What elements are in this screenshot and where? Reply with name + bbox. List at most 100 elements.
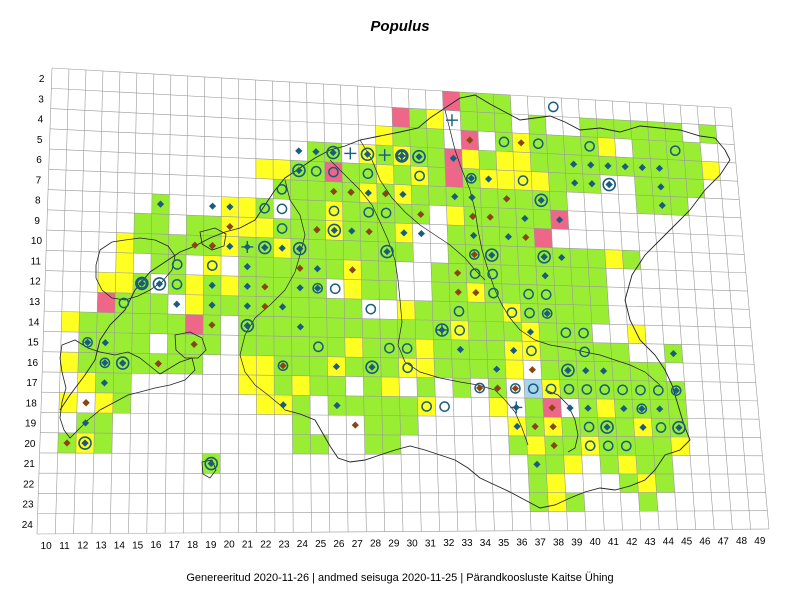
green-cell — [256, 335, 275, 356]
green-cell — [273, 257, 292, 278]
circle-marker-icon — [581, 384, 593, 395]
green-cell — [548, 172, 567, 192]
circle-marker-icon — [465, 172, 477, 184]
green-cell — [203, 215, 222, 237]
diamond-marker-icon — [466, 136, 474, 144]
circle-marker-icon — [414, 170, 425, 182]
grid-line-vertical — [374, 86, 385, 532]
green-cell — [670, 196, 689, 216]
row-label: 8 — [35, 196, 41, 207]
green-cell — [326, 259, 344, 280]
green-cell — [325, 239, 344, 260]
diamond-marker-icon — [541, 272, 549, 280]
circle-marker-icon — [560, 327, 572, 339]
yellow-cell — [522, 341, 541, 361]
row-label: 19 — [25, 419, 37, 430]
column-label: 12 — [77, 541, 89, 552]
green-cell — [528, 473, 548, 493]
circle-marker-icon — [617, 384, 628, 396]
green-cell — [520, 303, 539, 323]
diamond-marker-icon — [383, 248, 391, 256]
green-cell — [307, 180, 326, 201]
diamond-marker-icon — [468, 193, 476, 201]
lake-border — [544, 389, 579, 453]
green-cell — [517, 246, 536, 267]
yellow-cell — [502, 302, 522, 323]
green-cell — [327, 376, 346, 396]
circle-marker-icon — [620, 440, 632, 452]
circle-marker-icon — [421, 401, 432, 412]
circle-marker-icon — [561, 363, 575, 378]
green-cell — [546, 134, 565, 155]
green-cell — [619, 473, 639, 493]
green-cell — [668, 178, 688, 198]
column-label: 27 — [352, 539, 364, 550]
green-cell — [573, 304, 592, 324]
yellow-cell — [325, 200, 343, 222]
green-cell — [579, 417, 599, 437]
green-cell — [400, 415, 419, 436]
circle-marker-icon — [672, 420, 686, 435]
diamond-marker-icon — [603, 423, 611, 431]
circle-marker-icon — [534, 193, 549, 208]
green-cell — [394, 203, 413, 224]
green-cell — [416, 377, 436, 397]
circle-marker-icon — [579, 346, 591, 358]
circle-marker-icon — [541, 308, 553, 319]
circle-marker-icon — [276, 203, 288, 215]
grid-line-vertical — [55, 68, 70, 534]
southern-border — [284, 159, 731, 509]
circle-marker-icon — [152, 277, 167, 291]
green-cell — [630, 120, 649, 141]
yellow-cell — [580, 436, 600, 456]
row-label: 4 — [38, 115, 44, 126]
green-cell — [514, 189, 534, 210]
diamond-marker-icon — [382, 190, 390, 198]
diamond-marker-icon — [484, 175, 493, 183]
circle-marker-icon — [135, 276, 149, 291]
yellow-cell — [256, 394, 275, 415]
diamond-marker-icon — [566, 404, 574, 412]
diamond-marker-icon — [314, 284, 322, 292]
green-cell — [432, 301, 451, 321]
row-label: 22 — [23, 479, 35, 490]
diamond-marker-icon — [638, 405, 646, 413]
green-cell — [428, 185, 447, 206]
circle-marker-icon — [439, 401, 450, 412]
yellow-cell — [415, 339, 435, 359]
green-cell — [255, 198, 274, 219]
diamond-marker-icon — [672, 387, 680, 395]
green-cell — [555, 304, 575, 324]
circle-marker-icon — [380, 244, 394, 259]
column-label: 49 — [754, 536, 766, 547]
grid-layer — [36, 67, 770, 535]
green-cell — [273, 336, 292, 357]
column-label: 19 — [205, 540, 217, 551]
circle-marker-icon — [362, 168, 374, 179]
green-cell — [256, 257, 274, 278]
circle-marker-icon — [635, 384, 646, 396]
column-label: 13 — [95, 541, 107, 552]
diamond-marker-icon — [540, 253, 548, 261]
circle-marker-icon — [454, 325, 466, 336]
yellow-cell — [238, 355, 257, 376]
diamond-marker-icon — [296, 323, 305, 331]
green-cell — [411, 185, 430, 206]
diamond-marker-icon — [537, 196, 545, 204]
green-cell — [451, 358, 471, 379]
diamond-marker-icon — [521, 214, 529, 223]
grid-line-vertical — [201, 76, 206, 533]
blue-cell — [523, 379, 543, 399]
inner-border-central — [329, 159, 529, 446]
circle-marker-icon — [82, 337, 93, 348]
grid-line-horizontal — [36, 528, 770, 535]
circle-marker-icon — [669, 145, 681, 157]
yellow-cell — [596, 398, 616, 418]
green-cell — [415, 319, 434, 340]
green-cell — [524, 398, 544, 418]
diamond-marker-icon — [190, 340, 198, 349]
diamond-marker-icon — [368, 363, 376, 371]
green-cell — [557, 341, 577, 362]
circle-marker-icon — [506, 307, 518, 318]
